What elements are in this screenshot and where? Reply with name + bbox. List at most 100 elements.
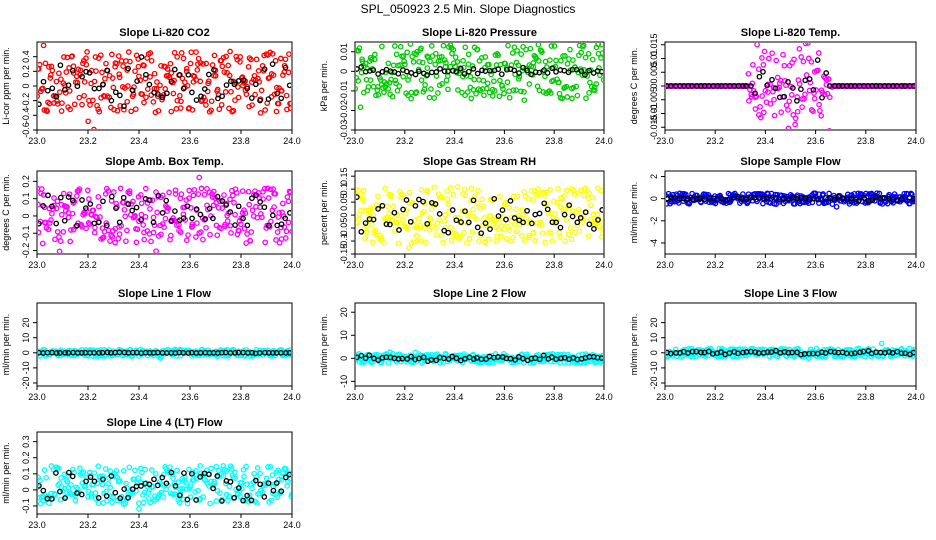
y-tick-label: -2 xyxy=(649,217,659,225)
data-point-all xyxy=(154,79,160,85)
data-point-all xyxy=(454,184,461,190)
data-point-all xyxy=(226,72,233,79)
plot-frame xyxy=(664,302,917,387)
data-point-all xyxy=(760,109,767,116)
data-point-final xyxy=(129,87,136,94)
data-point-all xyxy=(174,54,181,60)
data-point-all xyxy=(765,89,771,95)
data-point-all xyxy=(187,60,194,67)
data-point-final xyxy=(287,210,291,216)
data-point-all xyxy=(92,54,99,60)
x-tick-label: 23.4 xyxy=(757,260,775,270)
data-point-all xyxy=(365,84,372,90)
data-point-all xyxy=(392,77,399,84)
data-point-final xyxy=(432,201,439,207)
data-point-all xyxy=(445,201,451,207)
chart-panels: Slope Li-820 CO2 Li-cor ppm per min. 23.0 2… xyxy=(1,27,925,530)
data-point-all xyxy=(81,92,87,99)
data-point-all xyxy=(564,94,571,100)
data-point-all xyxy=(91,229,98,236)
data-point-final xyxy=(383,221,390,227)
data-point-all xyxy=(413,232,420,239)
data-point-all xyxy=(444,73,451,79)
data-point-all xyxy=(580,43,587,49)
x-tick-label: 23.4 xyxy=(446,392,464,402)
data-point-all xyxy=(67,106,73,113)
data-point-all xyxy=(60,228,67,235)
data-point-final xyxy=(577,215,584,221)
data-point-all xyxy=(440,239,446,246)
data-point-all xyxy=(183,65,190,72)
data-point-final xyxy=(561,211,568,218)
data-point-all xyxy=(357,104,364,111)
data-point-all xyxy=(432,50,439,57)
data-point-all xyxy=(387,193,394,200)
data-point-all xyxy=(253,500,260,506)
x-tick-label: 23.6 xyxy=(807,260,825,270)
data-point-final xyxy=(794,97,800,104)
data-point-all xyxy=(791,56,797,63)
data-point-all xyxy=(523,46,529,53)
data-point-all xyxy=(396,212,403,219)
data-point-all xyxy=(792,115,799,122)
data-point-all xyxy=(509,214,515,220)
data-point-final xyxy=(714,83,721,89)
data-point-final xyxy=(569,213,576,220)
data-point-all xyxy=(356,216,362,223)
data-point-all xyxy=(482,54,489,60)
data-point-final xyxy=(408,353,414,360)
data-point-all xyxy=(246,492,253,499)
data-point-final xyxy=(143,71,149,78)
data-point-final xyxy=(240,215,246,222)
data-point-all xyxy=(287,189,291,196)
data-point-all xyxy=(493,238,500,244)
data-point-all xyxy=(168,108,175,115)
data-point-all xyxy=(270,72,277,78)
data-point-final xyxy=(756,73,763,80)
data-point-all xyxy=(114,60,120,67)
data-point-final xyxy=(65,82,72,89)
data-point-all xyxy=(61,54,67,60)
data-point-all xyxy=(192,489,198,495)
data-point-all xyxy=(563,187,570,194)
data-point-final xyxy=(768,349,775,355)
data-point-final xyxy=(698,349,704,356)
data-point-all xyxy=(559,95,566,102)
x-tick-label: 23.4 xyxy=(130,520,148,530)
data-point-final xyxy=(504,66,510,73)
data-point-final xyxy=(856,197,862,204)
data-point-final xyxy=(38,101,42,108)
data-point-all xyxy=(237,54,244,60)
data-point-final xyxy=(257,481,264,488)
data-point-all xyxy=(402,61,408,68)
data-point-final xyxy=(461,70,468,77)
data-point-all xyxy=(379,43,385,50)
data-point-all xyxy=(168,70,175,76)
data-point-all xyxy=(368,56,375,63)
data-point-all xyxy=(235,84,241,90)
data-point-all xyxy=(445,86,451,93)
data-point-final xyxy=(125,65,131,72)
data-point-final xyxy=(520,355,526,362)
data-point-final xyxy=(910,349,915,356)
x-tick-label: 23.0 xyxy=(346,392,364,402)
data-point-all xyxy=(356,48,362,54)
data-point-all xyxy=(283,228,290,235)
data-point-final xyxy=(557,224,564,231)
data-point-all xyxy=(542,58,549,65)
data-point-all xyxy=(208,465,215,472)
data-point-final xyxy=(512,357,518,363)
data-point-all xyxy=(572,229,578,236)
data-point-all xyxy=(356,45,363,51)
data-point-final xyxy=(453,217,460,224)
data-point-all xyxy=(746,98,752,104)
data-point-all xyxy=(219,63,226,70)
data-point-all xyxy=(462,44,469,51)
data-point-all xyxy=(257,470,263,477)
data-point-all xyxy=(586,90,592,96)
data-point-all xyxy=(511,44,518,51)
data-point-final xyxy=(108,97,115,104)
data-point-final xyxy=(282,215,289,222)
data-point-all xyxy=(181,79,188,86)
data-point-final xyxy=(96,85,102,92)
